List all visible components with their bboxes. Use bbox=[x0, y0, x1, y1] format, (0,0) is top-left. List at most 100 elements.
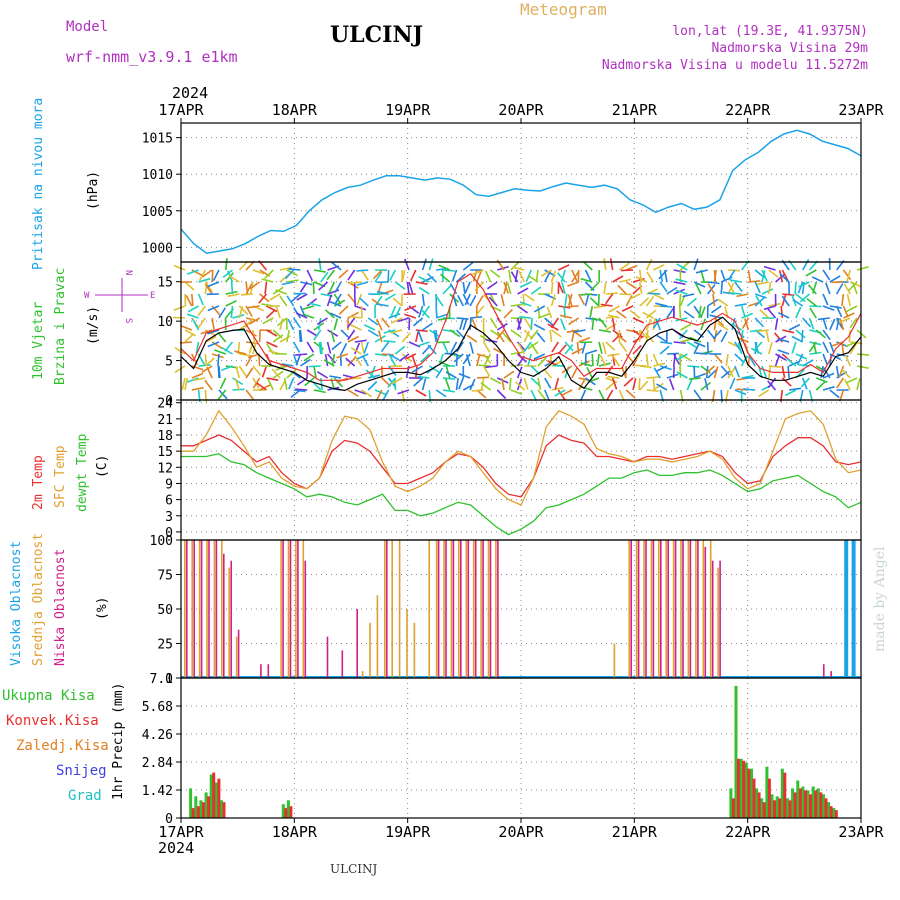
wind-arrow bbox=[234, 378, 241, 391]
precip-conv-bar bbox=[788, 800, 792, 818]
wind-arrow bbox=[727, 269, 736, 281]
wind-arrow bbox=[754, 317, 764, 328]
wind-arrow bbox=[211, 269, 214, 283]
wind-arrow bbox=[417, 375, 430, 379]
wind-arrow bbox=[656, 383, 668, 391]
wind-arrow bbox=[680, 338, 693, 343]
wind-arrow bbox=[221, 365, 233, 372]
wind-arrow bbox=[485, 270, 492, 283]
wind-arrow bbox=[409, 269, 417, 282]
wind-arrow bbox=[190, 293, 194, 306]
wind-arrow bbox=[266, 377, 279, 381]
wind-arrow bbox=[686, 378, 693, 391]
wind-arrow bbox=[734, 281, 743, 292]
wind-arrow bbox=[353, 342, 361, 355]
wind-arrow bbox=[404, 313, 417, 319]
cloud-mid-bar bbox=[450, 540, 453, 678]
wind-arrow bbox=[367, 317, 379, 326]
wind-arrow bbox=[173, 305, 186, 311]
wind-arrow bbox=[767, 377, 777, 389]
wind-arrow bbox=[678, 305, 682, 319]
wind-arrow bbox=[259, 329, 272, 332]
wind-arrow bbox=[694, 282, 702, 295]
wind-arrow bbox=[846, 305, 858, 313]
wind-arrow bbox=[422, 322, 433, 331]
wind-arrow bbox=[639, 297, 650, 307]
wind-arrow bbox=[621, 366, 627, 379]
wind-arrow bbox=[797, 281, 804, 294]
wind-arrow bbox=[598, 329, 612, 333]
wind-arrow bbox=[848, 329, 852, 343]
wind-arrow bbox=[673, 341, 686, 344]
cloud-low-bar bbox=[460, 540, 462, 678]
wind-arrow bbox=[825, 282, 831, 295]
wind-arrow bbox=[743, 388, 756, 391]
wind-arrow bbox=[678, 293, 682, 307]
cloud-low-bar bbox=[489, 540, 492, 678]
wind-arrow bbox=[295, 353, 308, 356]
wind-arrow bbox=[457, 294, 465, 307]
wind-arrow bbox=[207, 329, 220, 335]
wind-arrow bbox=[191, 372, 204, 379]
wind-arrow bbox=[680, 323, 692, 331]
wind-arrow bbox=[185, 295, 193, 307]
wind-arrow bbox=[700, 365, 711, 374]
wind-arrow bbox=[620, 269, 634, 272]
wind-arrow bbox=[317, 317, 322, 330]
product-title: Meteogram bbox=[520, 0, 607, 19]
wind-arrow bbox=[211, 341, 223, 350]
wind-arrow bbox=[544, 377, 552, 389]
cloud-mid-bar bbox=[643, 540, 645, 678]
wind-arrow bbox=[632, 317, 645, 324]
wind-arrow bbox=[227, 293, 240, 298]
ytick-label: 0 bbox=[165, 812, 173, 827]
wind-arrow bbox=[616, 333, 627, 343]
wind-arrow bbox=[272, 370, 284, 379]
wind-arrow bbox=[245, 389, 255, 400]
precip-conv-bar bbox=[829, 806, 833, 818]
wind-arrow bbox=[204, 379, 213, 391]
wind-arrow bbox=[308, 302, 321, 307]
wind-arrow bbox=[781, 377, 792, 387]
cloud-low-bar bbox=[437, 540, 440, 678]
wind-arrow bbox=[530, 286, 542, 295]
precip-total-bar bbox=[775, 796, 779, 818]
wind-arrow bbox=[373, 269, 383, 280]
cloud-low-bar bbox=[193, 540, 195, 678]
wind-arrow bbox=[469, 341, 474, 354]
wind-arrow bbox=[710, 305, 722, 314]
wind-arrow bbox=[835, 318, 840, 331]
wind-arrow bbox=[417, 341, 430, 347]
cloud-mid-bar bbox=[702, 540, 705, 678]
wind-arrow bbox=[404, 258, 410, 271]
wind-arrow bbox=[442, 341, 449, 354]
precip-conv-bar bbox=[201, 802, 205, 818]
wind-arrow bbox=[316, 317, 328, 325]
wind-arrow bbox=[646, 376, 659, 379]
wind-arrow bbox=[517, 343, 526, 355]
xtick-label-bottom: 17APR bbox=[158, 823, 204, 841]
wind-arrow bbox=[727, 365, 734, 378]
wind-arrow bbox=[516, 378, 523, 391]
wind-arrow bbox=[638, 281, 643, 295]
wind-arrow bbox=[556, 272, 566, 283]
wind-arrow bbox=[596, 353, 600, 367]
wind-arrow bbox=[287, 318, 295, 331]
wind-arrow bbox=[537, 313, 550, 319]
precip-total-bar bbox=[811, 786, 815, 818]
wind-arrow bbox=[356, 293, 363, 306]
wind-arrow bbox=[808, 317, 815, 330]
wind-arrow bbox=[459, 317, 465, 330]
wind-arrow bbox=[186, 313, 199, 319]
wind-arrow bbox=[535, 269, 539, 283]
wind-arrow bbox=[666, 373, 679, 379]
wind-arrow bbox=[324, 309, 335, 319]
wind-arrow bbox=[549, 330, 553, 343]
precip-conv-bar bbox=[793, 792, 797, 818]
wind-arrow bbox=[383, 329, 396, 334]
wind-arrow bbox=[303, 353, 315, 362]
wind-arrow bbox=[537, 377, 542, 390]
wind-arrow bbox=[510, 303, 523, 307]
wind-arrow bbox=[411, 354, 417, 367]
wind-arrow bbox=[376, 318, 383, 331]
